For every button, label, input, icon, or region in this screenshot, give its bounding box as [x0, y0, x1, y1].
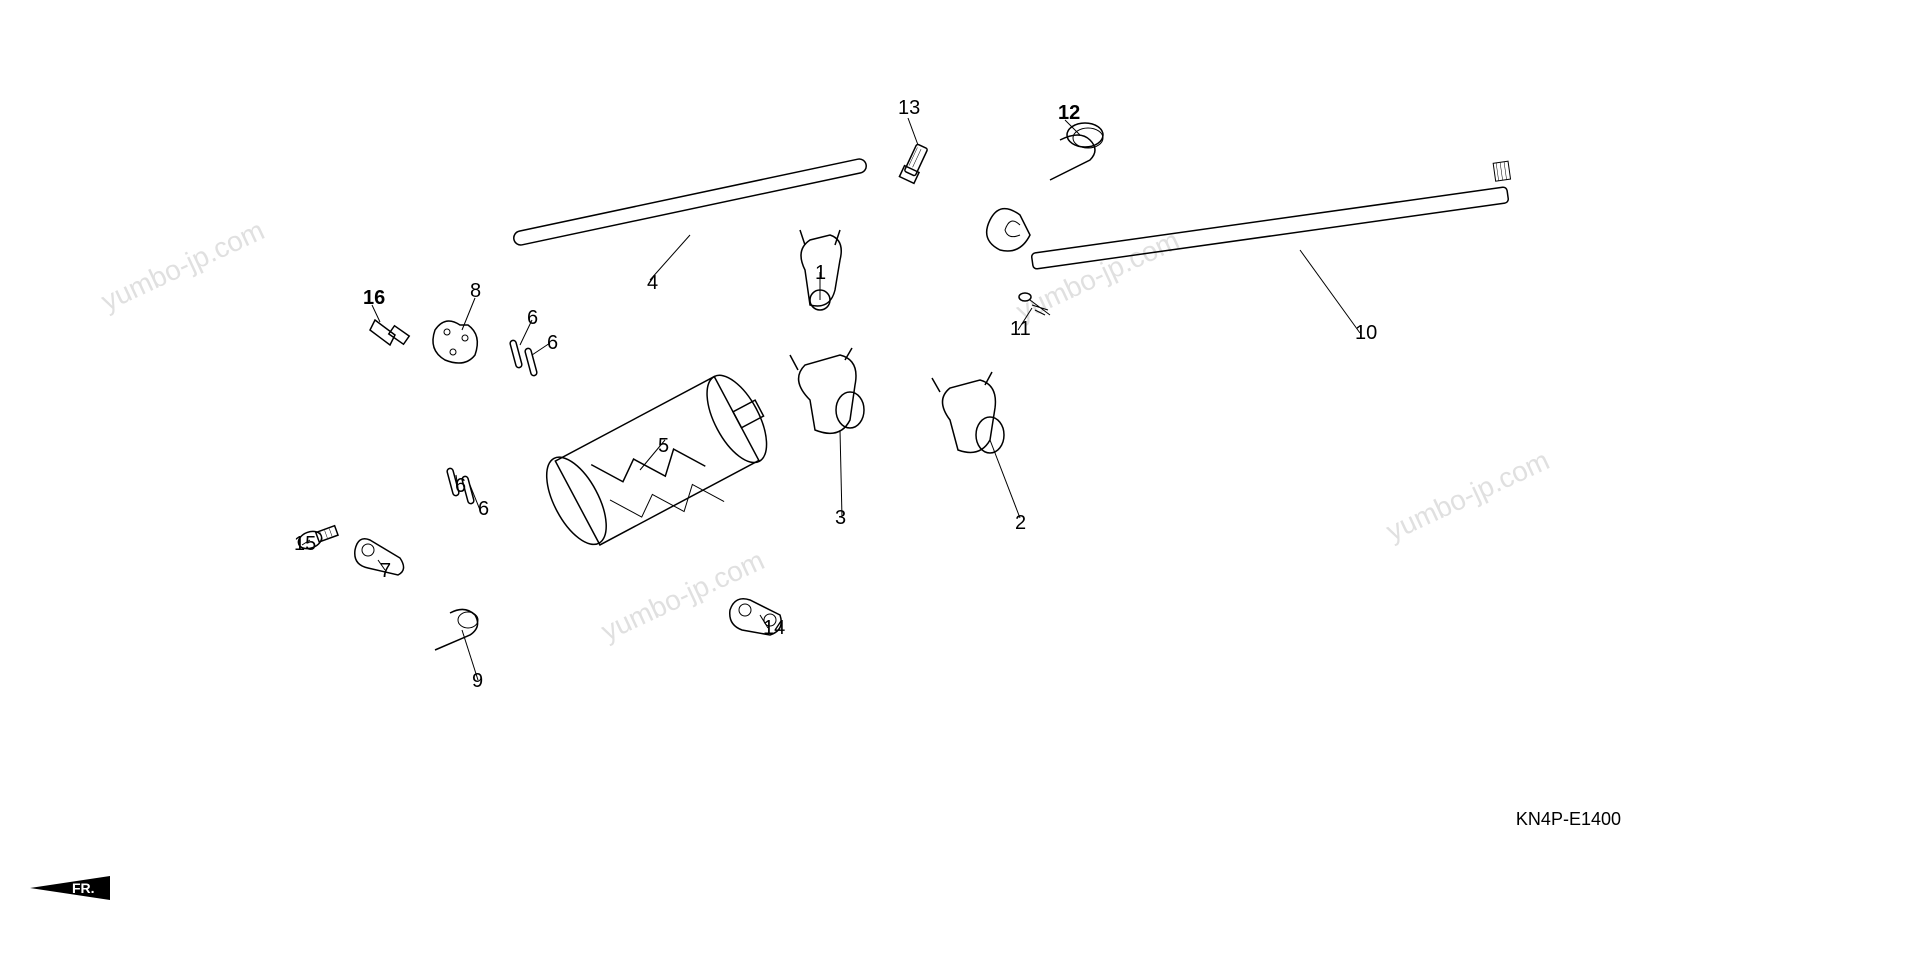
- part-10-spindle: [987, 161, 1511, 269]
- part-3-fork: [790, 348, 864, 433]
- part-label-6d: 6: [478, 498, 489, 521]
- part-label-16: 16: [363, 287, 385, 310]
- fr-direction-indicator: FR.: [30, 876, 110, 905]
- leader-lines: [302, 118, 1360, 680]
- part-label-15: 15: [294, 533, 316, 556]
- part-label-10: 10: [1355, 322, 1377, 345]
- part-5-drum: [534, 366, 778, 553]
- diagram-container: yumbo-jp.com yumbo-jp.com yumbo-jp.com y…: [0, 0, 1921, 960]
- part-11-spring-bolt: [1019, 293, 1050, 315]
- part-label-6b: 6: [547, 332, 558, 355]
- diagram-code: KN4P-E1400: [1516, 809, 1621, 830]
- watermark: yumbo-jp.com: [96, 214, 269, 317]
- part-label-6a: 6: [527, 307, 538, 330]
- part-label-11: 11: [1010, 318, 1031, 341]
- fr-label: FR.: [72, 880, 95, 896]
- part-label-4: 4: [647, 272, 658, 295]
- part-label-1: 1: [815, 262, 826, 285]
- part-label-2: 2: [1015, 512, 1026, 535]
- part-label-8: 8: [470, 280, 481, 303]
- part-16-bolt: [370, 320, 409, 345]
- part-label-13: 13: [898, 97, 920, 120]
- part-label-12: 12: [1058, 102, 1080, 125]
- fr-arrow-icon: [30, 876, 110, 900]
- gearshift-diagram: [250, 40, 1650, 890]
- part-13-bolt: [899, 144, 927, 183]
- part-label-3: 3: [835, 507, 846, 530]
- part-label-5: 5: [658, 435, 669, 458]
- part-2-fork: [932, 372, 1004, 453]
- part-label-7: 7: [380, 560, 391, 583]
- part-label-9: 9: [472, 670, 483, 693]
- part-9-spring: [435, 609, 478, 650]
- part-8-plate: [433, 321, 477, 363]
- part-label-14: 14: [763, 617, 785, 640]
- part-4-shaft: [512, 158, 867, 247]
- part-label-6c: 6: [455, 475, 466, 498]
